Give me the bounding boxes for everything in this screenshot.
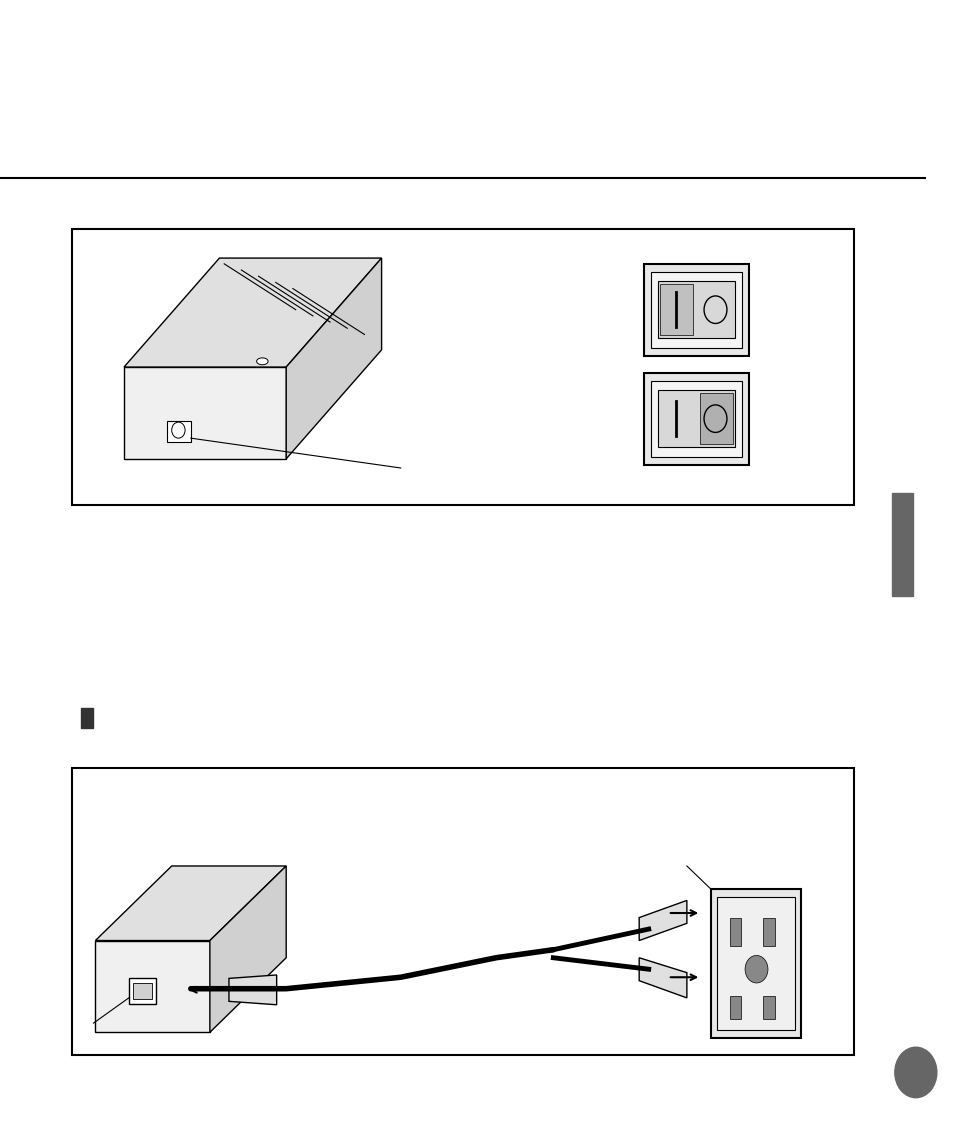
Polygon shape — [210, 866, 286, 1032]
Polygon shape — [639, 958, 686, 998]
Bar — [891, 493, 912, 596]
Bar — [643, 373, 748, 465]
Bar — [658, 281, 734, 338]
Polygon shape — [124, 258, 381, 367]
Bar — [762, 918, 774, 946]
Bar — [700, 393, 732, 444]
Circle shape — [744, 955, 767, 983]
Polygon shape — [95, 941, 210, 1032]
Bar — [129, 978, 155, 1004]
Bar — [729, 918, 740, 946]
Bar — [729, 996, 740, 1019]
Polygon shape — [286, 258, 381, 459]
Bar — [650, 381, 741, 457]
Bar — [762, 996, 774, 1019]
Ellipse shape — [256, 358, 268, 365]
Bar — [132, 983, 152, 999]
Bar — [81, 341, 92, 361]
Bar — [717, 897, 794, 1030]
Bar — [71, 229, 853, 505]
Bar — [643, 264, 748, 356]
Bar — [710, 889, 801, 1038]
Bar — [71, 768, 853, 1055]
Bar — [658, 390, 734, 447]
Bar — [659, 284, 692, 335]
Circle shape — [172, 422, 185, 438]
Bar — [81, 708, 92, 728]
Bar — [167, 421, 191, 442]
Polygon shape — [124, 367, 286, 459]
Polygon shape — [95, 866, 286, 941]
Polygon shape — [229, 975, 276, 1005]
Bar — [650, 272, 741, 348]
Circle shape — [894, 1047, 936, 1098]
Polygon shape — [639, 900, 686, 941]
